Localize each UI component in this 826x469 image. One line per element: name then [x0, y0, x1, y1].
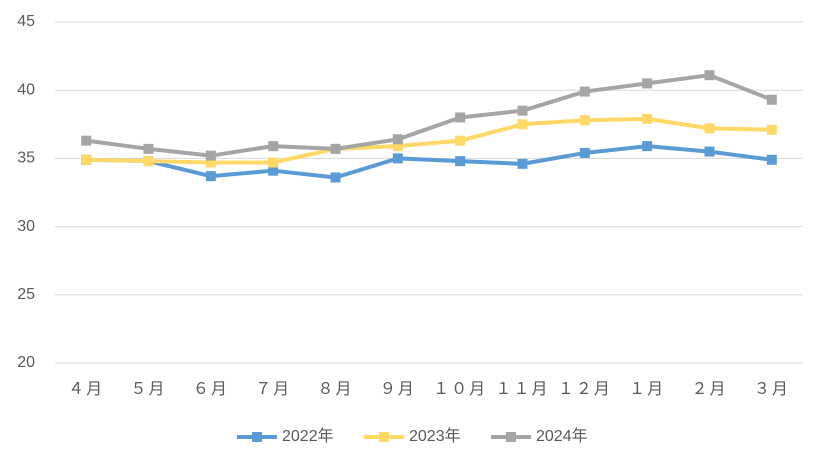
marker: [642, 78, 653, 89]
marker: [205, 150, 216, 161]
marker: [392, 134, 403, 145]
legend-marker: [379, 432, 389, 442]
legend-label: 2023年: [409, 427, 461, 445]
y-tick-label: 25: [17, 286, 35, 303]
marker: [704, 123, 715, 134]
series-line: [85, 73, 773, 158]
marker: [455, 112, 466, 123]
marker: [455, 156, 466, 167]
marker: [642, 141, 653, 152]
marker: [143, 156, 154, 167]
x-tick-label: １月: [629, 381, 665, 398]
marker: [704, 70, 715, 81]
x-tick-label: ７月: [255, 381, 291, 398]
marker: [392, 153, 403, 164]
marker: [517, 158, 528, 169]
marker: [81, 135, 92, 146]
x-tick-label: １１月: [495, 381, 549, 398]
x-tick-label: ３月: [754, 381, 790, 398]
marker: [81, 154, 92, 165]
marker: [517, 105, 528, 116]
y-tick-label: 40: [17, 81, 35, 98]
marker: [579, 86, 590, 97]
x-tick-label: ４月: [68, 381, 104, 398]
legend-marker: [252, 432, 262, 442]
marker: [143, 143, 154, 154]
marker: [205, 157, 216, 168]
marker: [642, 113, 653, 124]
x-tick-label: ５月: [130, 381, 166, 398]
marker: [766, 154, 777, 165]
y-tick-label: 20: [17, 354, 35, 371]
y-tick-label: 45: [17, 13, 35, 30]
marker: [766, 94, 777, 105]
legend-label: 2024年: [536, 427, 588, 445]
marker: [268, 141, 279, 152]
x-tick-label: １２月: [558, 381, 612, 398]
legend-label: 2022年: [282, 427, 334, 445]
series-line: [86, 116, 772, 165]
x-tick-label: ６月: [193, 381, 229, 398]
x-tick-label: １０月: [433, 381, 487, 398]
legend-marker: [506, 432, 516, 442]
marker: [205, 171, 216, 182]
marker: [330, 143, 341, 154]
marker: [517, 119, 528, 130]
marker: [766, 124, 777, 135]
marker: [330, 172, 341, 183]
x-tick-label: ２月: [691, 381, 727, 398]
x-tick-label: ９月: [380, 381, 416, 398]
y-tick-label: 30: [17, 218, 35, 235]
y-tick-label: 35: [17, 150, 35, 167]
marker: [268, 165, 279, 176]
marker: [455, 135, 466, 146]
marker: [704, 146, 715, 157]
series-line: [86, 144, 773, 180]
x-tick-label: ８月: [317, 381, 353, 398]
marker: [579, 115, 590, 126]
marker: [579, 147, 590, 158]
marker: [268, 157, 279, 168]
marker: [392, 141, 403, 152]
